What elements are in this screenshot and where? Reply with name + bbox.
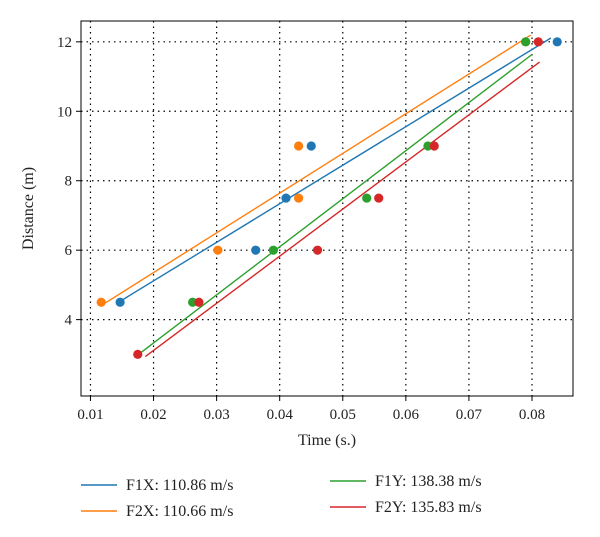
data-point bbox=[194, 297, 204, 307]
fit-line bbox=[144, 61, 540, 358]
y-axis-title: Distance (m) bbox=[20, 167, 37, 250]
grid-layer bbox=[81, 21, 573, 396]
data-point bbox=[294, 193, 304, 203]
data-point bbox=[133, 349, 143, 359]
x-tick-label: 0.06 bbox=[393, 407, 420, 423]
data-point bbox=[251, 245, 261, 255]
data-point bbox=[294, 141, 304, 151]
data-point bbox=[362, 193, 372, 203]
x-tick-label: 0.01 bbox=[77, 407, 103, 423]
x-tick-label: 0.04 bbox=[267, 407, 294, 423]
x-tick-label: 0.07 bbox=[456, 407, 483, 423]
data-point bbox=[188, 297, 198, 307]
fit-line bbox=[139, 53, 533, 355]
data-point bbox=[429, 141, 439, 151]
data-point bbox=[115, 297, 125, 307]
data-point bbox=[552, 37, 562, 47]
y-tick-label: 10 bbox=[57, 104, 72, 120]
y-tick-label: 4 bbox=[65, 313, 73, 329]
data-point bbox=[268, 245, 278, 255]
legend-label: F1Y: 138.38 m/s bbox=[375, 473, 482, 490]
fit-line bbox=[100, 34, 532, 307]
data-point bbox=[533, 37, 543, 47]
legend: F1X: 110.86 m/s F2X: 110.66 m/s F1Y: 138.3… bbox=[81, 473, 482, 520]
data-point bbox=[281, 193, 291, 203]
legend-label: F1X: 110.86 m/s bbox=[126, 477, 233, 494]
data-point bbox=[374, 193, 384, 203]
y-tick-label: 6 bbox=[65, 243, 73, 259]
data-point bbox=[96, 297, 106, 307]
x-axis-title: Time (s.) bbox=[298, 432, 356, 449]
data-points-layer bbox=[96, 37, 562, 359]
y-tick-label: 12 bbox=[57, 35, 72, 51]
data-point bbox=[213, 245, 223, 255]
data-point bbox=[521, 37, 531, 47]
tick-layer: 0.01 0.02 0.03 0.04 0.05 0.06 0.07 0.08 4 6 8 10 12 bbox=[57, 35, 545, 423]
fit-lines-layer bbox=[100, 34, 552, 358]
plot-frame bbox=[80, 20, 574, 397]
x-tick-label: 0.08 bbox=[519, 407, 545, 423]
y-tick-label: 8 bbox=[65, 174, 73, 190]
legend-label: F2X: 110.66 m/s bbox=[126, 503, 233, 520]
data-point bbox=[423, 141, 433, 151]
x-tick-label: 0.05 bbox=[330, 407, 356, 423]
fit-line bbox=[119, 37, 552, 302]
x-tick-label: 0.02 bbox=[140, 407, 166, 423]
data-point bbox=[306, 141, 316, 151]
legend-label: F2Y: 135.83 m/s bbox=[375, 499, 482, 516]
x-tick-label: 0.03 bbox=[203, 407, 229, 423]
data-point bbox=[312, 245, 323, 255]
